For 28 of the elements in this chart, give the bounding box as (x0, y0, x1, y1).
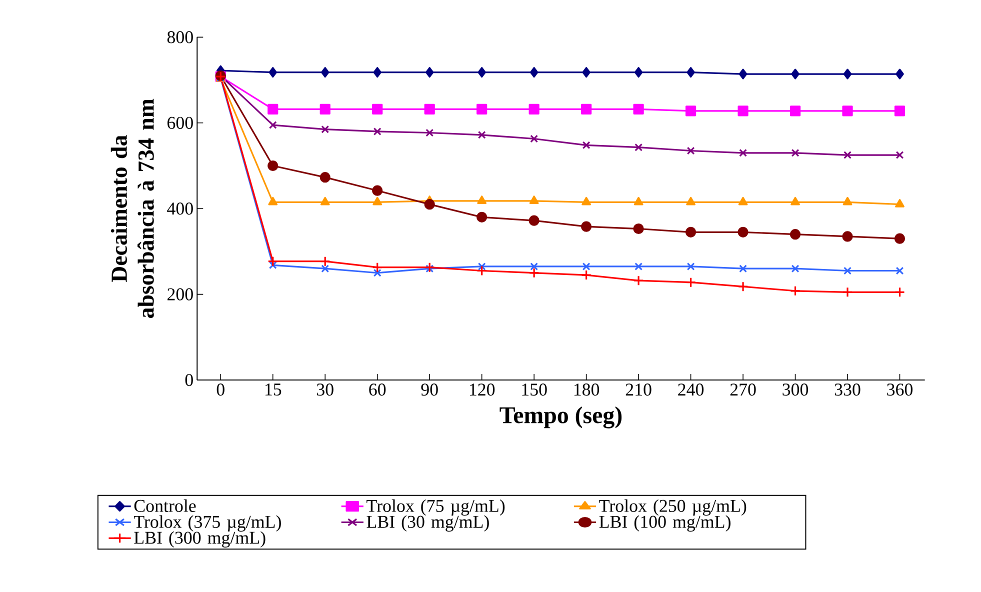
x-axis-title: Tempo (seg) (500, 406, 622, 428)
x-tick-label: 150 (522, 383, 547, 396)
legend-label: Trolox (375 µg/mL) (134, 515, 281, 532)
x-tick-label: 240 (678, 383, 704, 396)
legend-label: LBI (100 mg/mL) (599, 515, 730, 532)
legend-label: Controle (134, 499, 196, 512)
y-tick-label: 200 (168, 288, 193, 300)
x-tick-label: 360 (887, 383, 913, 396)
x-tick-label: 300 (782, 383, 808, 396)
legend-label: LBI (30 mg/mL) (366, 515, 489, 532)
x-tick-label: 30 (317, 383, 334, 396)
legend-label: LBI (300 mg/mL) (134, 531, 266, 548)
x-tick-label: 210 (626, 383, 652, 396)
y-tick-label: 800 (167, 31, 193, 44)
legend-label: Trolox (75 µg/mL) (366, 499, 505, 516)
x-tick-label: 15 (265, 383, 282, 396)
x-tick-label: 60 (369, 383, 386, 396)
x-tick-label: 120 (470, 383, 495, 396)
y-tick-label: 0 (185, 374, 193, 386)
x-tick-label: 270 (730, 383, 756, 396)
y-axis-title: Decaimento da absorbância à 734 nm (110, 98, 154, 318)
x-tick-label: 90 (421, 383, 438, 396)
x-tick-label: 330 (834, 383, 860, 396)
legend-label: Trolox (250 µg/mL) (599, 499, 746, 516)
x-tick-label: 0 (216, 383, 224, 396)
y-tick-label: 600 (167, 116, 193, 129)
x-tick-label: 180 (574, 383, 600, 396)
y-tick-label: 400 (167, 202, 193, 215)
